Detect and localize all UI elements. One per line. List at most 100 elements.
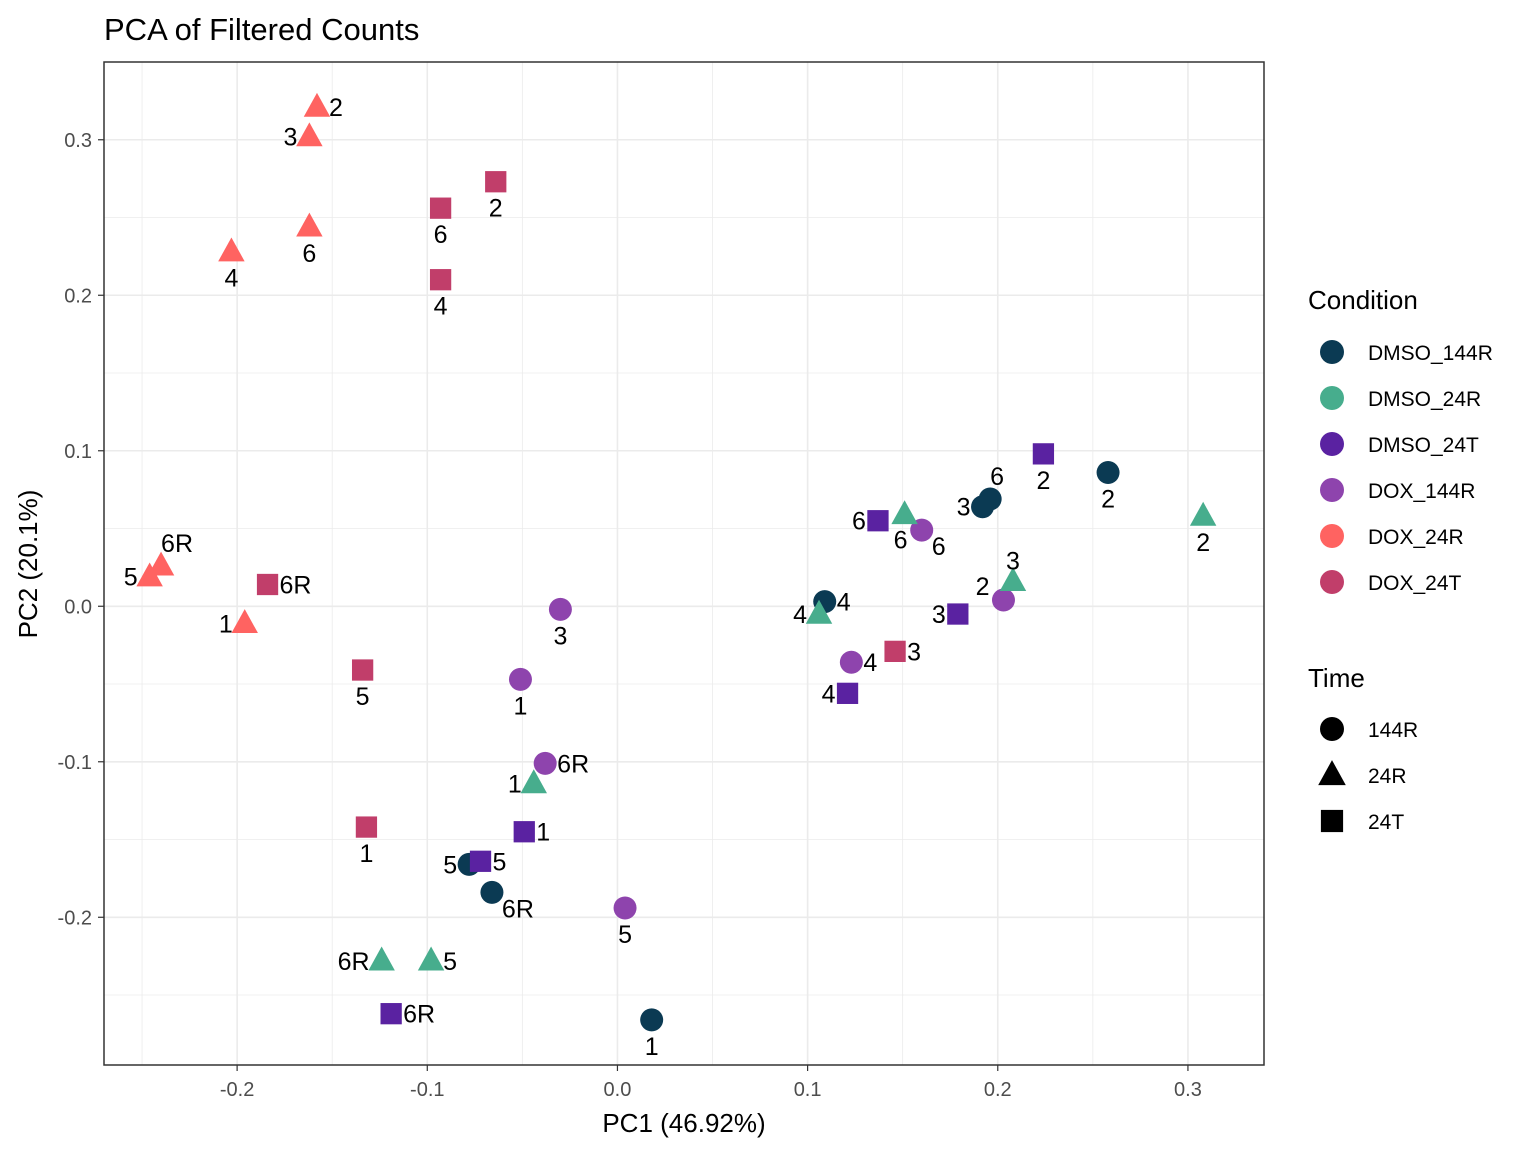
point-label: 4 (837, 589, 851, 617)
x-tick-label: 0.3 (1174, 1079, 1202, 1101)
y-tick-label: 0.3 (64, 130, 92, 152)
point-label: 2 (489, 195, 503, 223)
point-dox-24r-1 (231, 609, 258, 634)
point-dmso-24t-6 (867, 510, 889, 532)
point-label: 6R (338, 948, 370, 976)
point-dmso-144r-3 (971, 495, 995, 519)
point-label: 6 (302, 240, 316, 268)
point-label: 4 (434, 293, 448, 321)
point-dmso-24r-2 (1189, 501, 1217, 526)
point-label: 1 (645, 1033, 659, 1061)
point-dox-24t-6r (256, 573, 279, 596)
point-label: 2 (1101, 486, 1115, 514)
point-dmso-24t-1 (513, 821, 535, 843)
legend-label-dmso-24r: DMSO_24R (1368, 388, 1481, 411)
point-label: 3 (907, 638, 921, 666)
legend-key-dmso-144r (1320, 340, 1344, 364)
point-label: 1 (219, 610, 233, 638)
legend-condition-title: Condition (1308, 285, 1418, 315)
point-dmso-24t-6r (380, 1003, 402, 1025)
point-label: 6R (557, 750, 589, 778)
point-label: 4 (863, 649, 877, 677)
point-dox-24t-5 (351, 659, 374, 681)
point-dmso-24r-5 (417, 946, 445, 971)
point-label: 2 (1196, 529, 1210, 557)
x-tick-label: 0.0 (604, 1079, 632, 1101)
legend-key-144r (1320, 717, 1344, 741)
legend-label-dox-144r: DOX_144R (1368, 480, 1475, 503)
point-dmso-144r-1 (640, 1008, 664, 1032)
point-dox-24r-5 (136, 562, 163, 587)
legend-label-24r: 24R (1368, 765, 1407, 788)
point-label: 2 (976, 573, 990, 601)
legend-key-dox-24t (1320, 570, 1344, 594)
legend-key-dmso-24t (1320, 432, 1344, 456)
x-axis-ticks: -0.2 -0.1 0.0 0.1 0.2 0.3 (220, 1065, 1202, 1101)
x-tick-label: 0.1 (794, 1079, 822, 1101)
point-label: 5 (443, 851, 457, 879)
legend-label-144r: 144R (1368, 719, 1418, 742)
point-label: 1 (536, 819, 550, 847)
point-dmso-24t-4 (836, 682, 859, 704)
point-label: 6 (434, 221, 448, 249)
legend-key-dmso-24r (1320, 386, 1344, 410)
legend-time-title: Time (1308, 663, 1365, 693)
y-tick-label: 0.2 (64, 285, 92, 307)
plot-panel-border (103, 61, 1265, 1066)
point-dox-24r-6 (296, 212, 323, 237)
x-tick-label: -0.1 (410, 1079, 444, 1101)
point-dox-144r-6r (533, 751, 557, 775)
y-axis-title: PC2 (20.1%) (13, 490, 43, 639)
point-dmso-24t-3 (947, 603, 969, 625)
point-label: 6R (403, 1001, 435, 1029)
point-dox-144r-1 (508, 667, 532, 691)
point-label: 3 (957, 494, 971, 522)
point-label: 6 (852, 508, 866, 536)
point-label: 2 (1036, 467, 1050, 495)
point-dmso-24t-5 (469, 850, 492, 872)
point-dmso-144r-2 (1096, 461, 1120, 485)
y-tick-label: -0.2 (58, 907, 92, 929)
point-label: 5 (443, 948, 457, 976)
legend-key-24t (1320, 809, 1344, 833)
legend-label-dmso-144r: DMSO_144R (1368, 342, 1493, 365)
point-label: 5 (493, 848, 507, 876)
point-dmso-24t-2 (1032, 443, 1055, 465)
point-label: 6 (990, 463, 1004, 491)
point-label: 1 (359, 840, 373, 868)
legend-key-dox-24r (1320, 524, 1344, 548)
point-dmso-24r-3 (999, 567, 1027, 592)
point-dmso-24r-6r (368, 946, 395, 971)
point-label: 3 (1006, 547, 1020, 575)
point-label: 6R (502, 895, 534, 923)
point-dox-144r-6 (910, 518, 934, 542)
point-label: 6R (161, 530, 193, 558)
point-label: 1 (508, 771, 522, 799)
x-axis-title: PC1 (46.92%) (602, 1108, 765, 1138)
legend-label-24t: 24T (1368, 811, 1404, 834)
point-label: 3 (932, 601, 946, 629)
point-label: 2 (329, 94, 343, 122)
y-tick-label: 0.0 (64, 596, 92, 618)
point-dox-24r-2 (303, 92, 331, 117)
point-dmso-24r-6 (891, 500, 918, 525)
x-tick-label: 0.2 (984, 1079, 1012, 1101)
legend-label-dox-24t: DOX_24T (1368, 572, 1462, 595)
point-dox-24t-6 (429, 197, 452, 219)
point-label: 3 (553, 622, 567, 650)
chart-title: PCA of Filtered Counts (104, 12, 419, 47)
point-dox-144r-3 (548, 597, 572, 621)
y-tick-label: -0.1 (58, 752, 92, 774)
legend-label-dmso-24t: DMSO_24T (1368, 434, 1479, 457)
point-dmso-144r-6r (480, 880, 504, 904)
point-label: 3 (283, 124, 297, 152)
point-label: 5 (124, 564, 138, 592)
legend-key-dox-144r (1320, 478, 1344, 502)
point-label: 5 (618, 921, 632, 949)
point-dox-24t-3 (884, 640, 906, 662)
point-dmso-24r-1 (520, 769, 547, 794)
point-dox-24r-4 (218, 237, 245, 262)
point-dox-24t-2 (485, 171, 507, 193)
